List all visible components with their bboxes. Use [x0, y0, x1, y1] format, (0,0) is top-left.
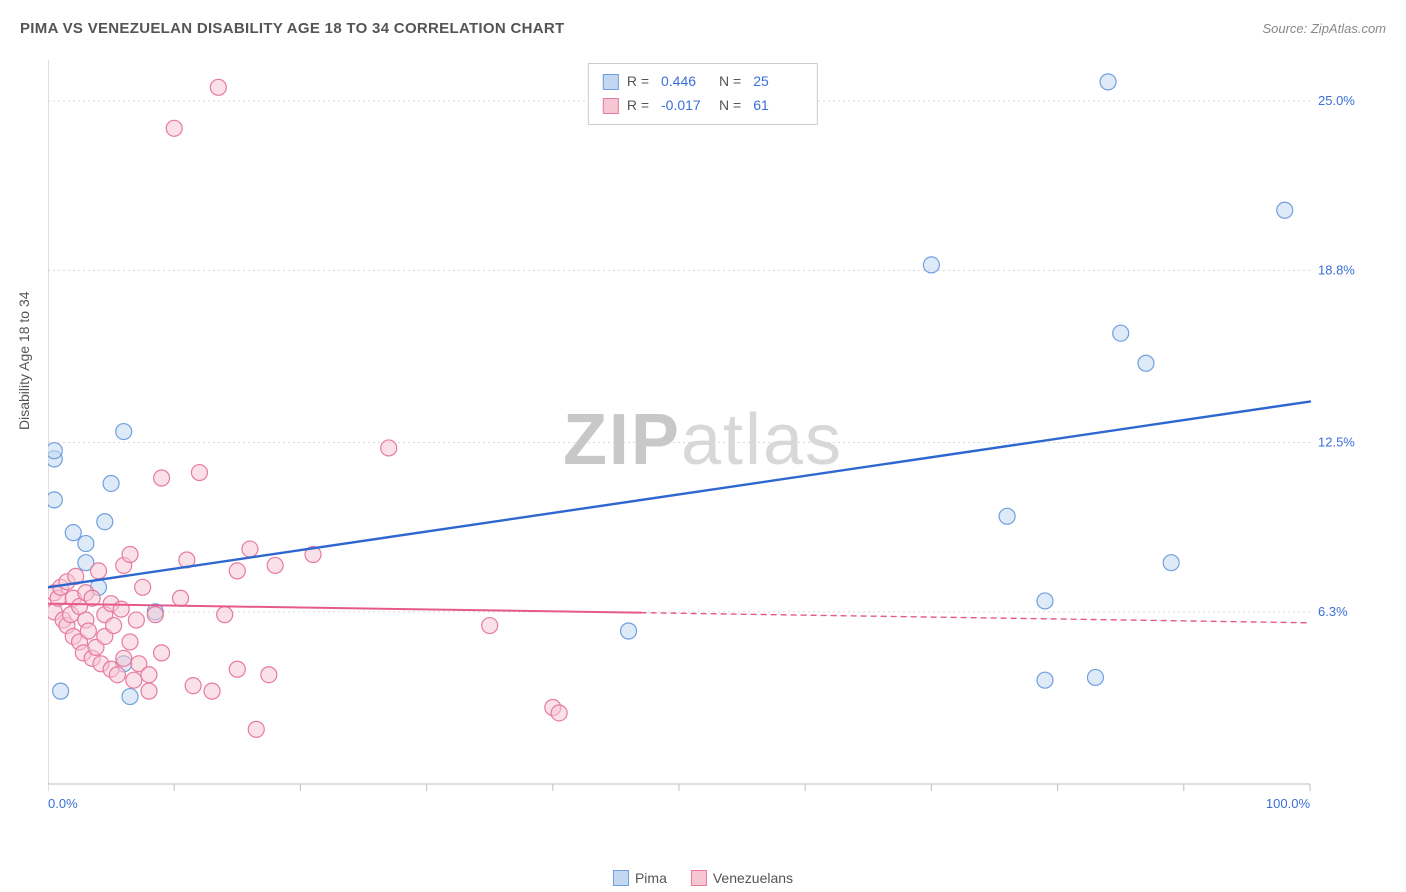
- venezuelans-swatch-icon: [691, 870, 707, 886]
- chart-title: PIMA VS VENEZUELAN DISABILITY AGE 18 TO …: [20, 20, 564, 37]
- legend-row-venezuelans: R = -0.017 N = 61: [603, 94, 803, 118]
- legend-label-pima: Pima: [635, 870, 667, 886]
- title-bar: PIMA VS VENEZUELAN DISABILITY AGE 18 TO …: [20, 20, 1386, 37]
- series-legend: Pima Venezuelans: [613, 870, 793, 886]
- plot-area: 6.3%12.5%18.8%25.0%0.0%100.0% ZIPatlas: [48, 60, 1358, 820]
- scatter-chart: 6.3% 12.5% 18.8% 25.0% 0.0% 100.0%: [48, 60, 1358, 820]
- y-axis-label: Disability Age 18 to 34: [16, 291, 32, 430]
- venezuelans-n-value: 61: [753, 94, 803, 118]
- svg-text:25.0%: 25.0%: [1318, 93, 1355, 108]
- pima-n-value: 25: [753, 70, 803, 94]
- pima-r-value: 0.446: [661, 70, 711, 94]
- legend-item-pima: Pima: [613, 870, 667, 886]
- svg-text:18.8%: 18.8%: [1318, 262, 1355, 277]
- svg-text:100.0%: 100.0%: [1266, 796, 1311, 811]
- legend-label-venezuelans: Venezuelans: [713, 870, 793, 886]
- legend-item-venezuelans: Venezuelans: [691, 870, 793, 886]
- svg-text:6.3%: 6.3%: [1318, 604, 1348, 619]
- venezuelans-swatch-icon: [603, 98, 619, 114]
- venezuelans-r-value: -0.017: [661, 94, 711, 118]
- source-label: Source: ZipAtlas.com: [1262, 21, 1386, 36]
- svg-text:0.0%: 0.0%: [48, 796, 78, 811]
- svg-text:12.5%: 12.5%: [1318, 434, 1355, 449]
- legend-row-pima: R = 0.446 N = 25: [603, 70, 803, 94]
- pima-swatch-icon: [603, 74, 619, 90]
- pima-swatch-icon: [613, 870, 629, 886]
- correlation-legend: R = 0.446 N = 25 R = -0.017 N = 61: [588, 63, 818, 125]
